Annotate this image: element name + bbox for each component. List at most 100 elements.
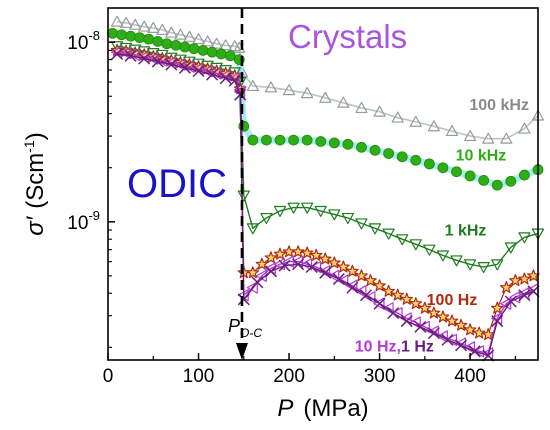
data-point-1hz — [387, 307, 400, 320]
data-point-1hz — [455, 339, 468, 352]
data-point-1khz — [355, 218, 368, 230]
data-point-10khz — [161, 38, 173, 50]
data-point-1khz — [491, 259, 504, 271]
transition-label-sub: O-C — [240, 326, 262, 340]
data-point-10hz — [464, 341, 476, 354]
data-point-1hz — [234, 88, 247, 101]
data-point-10khz — [188, 43, 200, 55]
data-point-1khz — [328, 209, 341, 221]
data-point-100khz — [210, 37, 223, 49]
data-point-10khz — [152, 36, 164, 47]
series-1hz — [111, 47, 540, 362]
series-label-part: 1 kHz — [445, 222, 487, 239]
data-point-100khz — [156, 23, 169, 35]
data-point-1hz — [427, 327, 440, 340]
data-point-100hz — [291, 245, 305, 258]
data-point-100hz — [382, 284, 395, 297]
y-tick-exp: -8 — [88, 28, 100, 43]
data-point-1hz — [518, 289, 531, 302]
data-point-1khz — [228, 67, 241, 79]
data-point-100khz — [500, 132, 513, 144]
data-point-10khz — [396, 151, 408, 163]
data-point-10hz — [355, 285, 367, 298]
data-point-100khz — [120, 16, 133, 28]
data-point-1khz — [246, 223, 259, 235]
data-point-1khz — [301, 202, 314, 214]
data-point-1khz — [396, 234, 409, 246]
data-point-100hz — [337, 260, 350, 273]
data-point-10khz — [383, 148, 395, 159]
data-point-10hz — [328, 269, 340, 282]
data-point-10khz — [206, 46, 218, 58]
data-point-100hz — [364, 274, 377, 287]
plot-frame — [107, 7, 539, 361]
data-point-1hz — [527, 285, 540, 298]
data-point-1hz — [468, 345, 481, 358]
data-point-100khz — [165, 26, 178, 38]
data-point-1hz — [138, 52, 151, 65]
data-point-10khz — [224, 50, 236, 62]
data-point-10hz — [418, 320, 430, 333]
x-tick-label: 100 — [183, 366, 215, 387]
data-point-1khz — [409, 239, 422, 251]
data-point-1hz — [414, 320, 427, 333]
data-point-100khz — [246, 79, 259, 92]
data-point-100khz — [219, 39, 232, 51]
series-label-part: 1 Hz — [401, 338, 434, 355]
data-point-10hz — [382, 302, 394, 315]
data-point-100khz — [201, 35, 214, 47]
y-tick-base: 10 — [67, 213, 88, 234]
data-point-10khz — [261, 134, 272, 146]
data-point-100hz — [309, 248, 323, 261]
transition-pressure-label: PO-C — [228, 316, 262, 340]
data-point-100hz — [255, 257, 269, 270]
data-point-100khz — [518, 122, 531, 134]
data-marks — [107, 15, 545, 362]
data-point-1hz — [441, 333, 454, 346]
data-point-10khz — [437, 162, 449, 174]
data-point-1khz — [436, 250, 450, 262]
data-point-10khz — [125, 30, 137, 42]
series-label-1kHz: 1 kHz — [445, 222, 487, 239]
data-point-1khz — [314, 205, 327, 217]
data-point-10khz — [342, 138, 354, 150]
data-point-100hz — [500, 281, 513, 294]
data-point-1khz — [382, 228, 395, 240]
data-point-10khz — [134, 32, 146, 44]
transition-label-base: P — [228, 316, 240, 336]
data-point-1khz — [464, 259, 477, 271]
data-point-1hz — [504, 295, 517, 308]
data-point-1khz — [504, 242, 517, 254]
data-point-10hz — [246, 281, 258, 294]
data-point-100khz — [264, 81, 278, 93]
data-point-10khz — [491, 179, 503, 191]
data-point-1hz — [332, 273, 345, 286]
x-tick-label: 0 — [103, 366, 114, 387]
data-point-1hz — [219, 72, 232, 85]
data-point-10khz — [369, 144, 381, 156]
data-point-1khz — [341, 212, 354, 225]
data-point-10khz — [143, 33, 155, 45]
data-point-1khz — [260, 212, 273, 225]
data-point-100khz — [373, 105, 386, 117]
x-axis-symbol: P — [277, 395, 293, 422]
series-label-part: 100 Hz — [427, 292, 478, 309]
data-point-100khz — [192, 33, 205, 45]
data-point-1khz — [518, 232, 531, 244]
data-point-100khz — [391, 111, 404, 123]
data-point-10khz — [274, 134, 286, 146]
data-point-100hz — [454, 318, 468, 331]
series-label-part: 10 Hz, — [355, 338, 401, 355]
data-point-100khz — [319, 91, 332, 103]
data-point-10khz — [107, 27, 118, 39]
data-point-1hz — [111, 47, 124, 60]
data-point-100hz — [300, 246, 314, 259]
data-point-100hz — [445, 314, 459, 327]
data-point-100hz — [409, 297, 423, 310]
data-point-100hz — [463, 323, 477, 336]
series-label-100kHz: 100 kHz — [469, 97, 529, 114]
x-tick-label: 300 — [364, 366, 396, 387]
x-axis-label: P (MPa) — [277, 395, 368, 422]
data-point-100hz — [418, 301, 432, 314]
